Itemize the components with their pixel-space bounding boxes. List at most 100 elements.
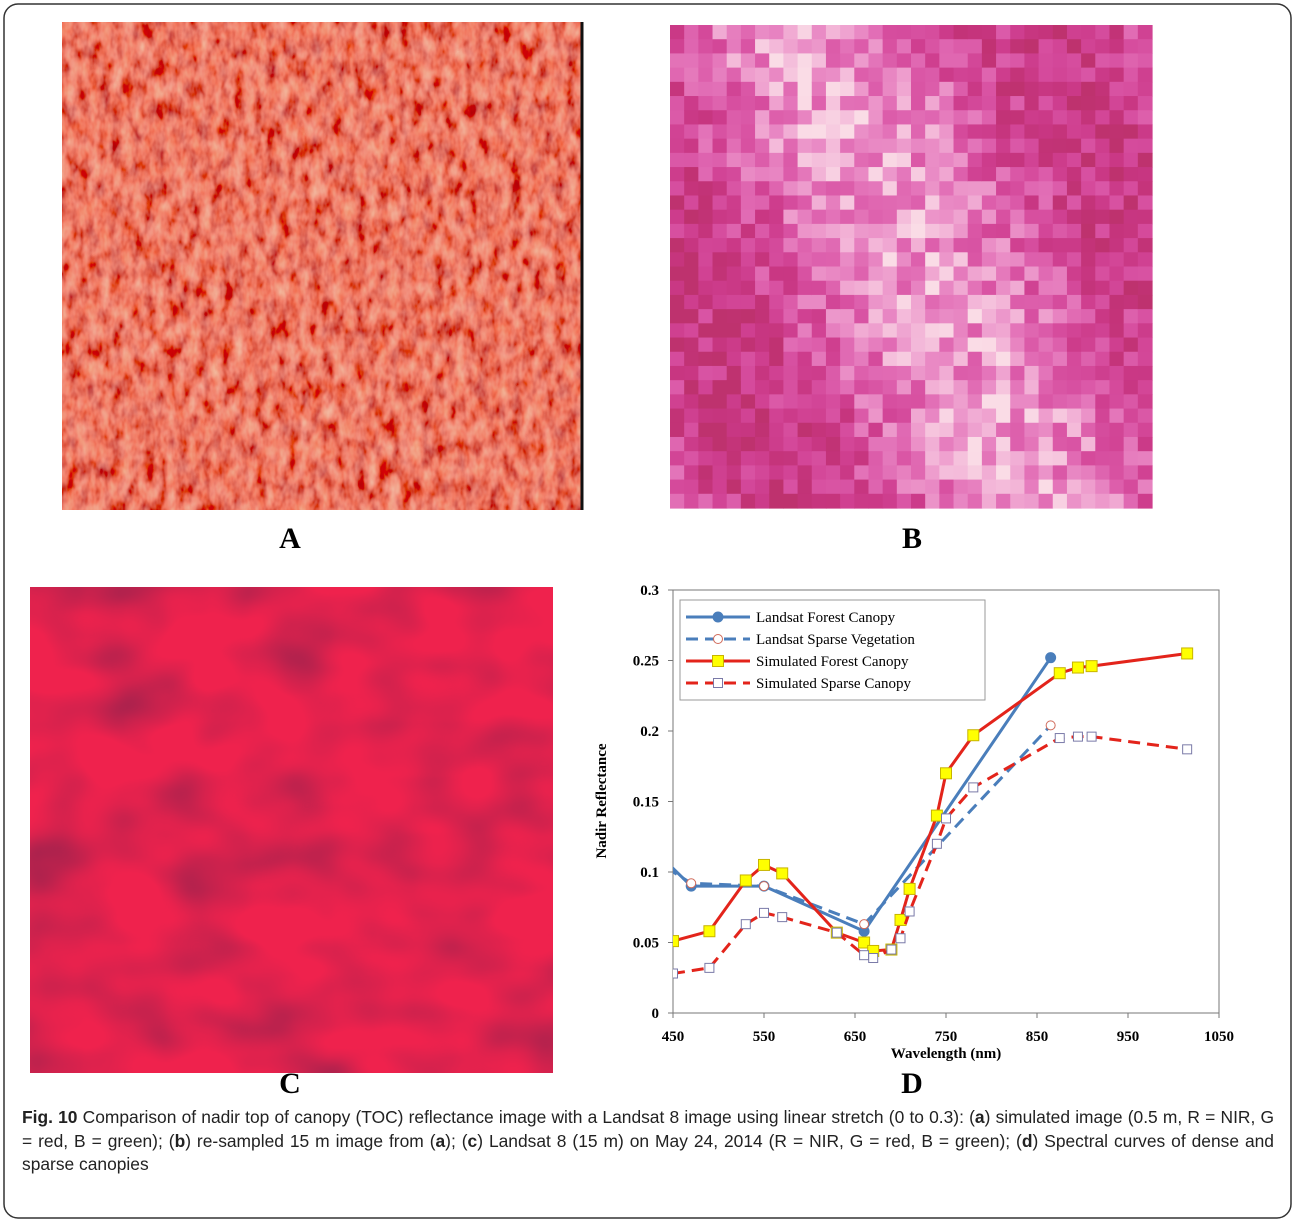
pixel [670, 408, 685, 424]
pixel [967, 323, 983, 339]
pixel [1052, 25, 1068, 40]
pixel [996, 81, 1011, 97]
pixel [1109, 152, 1125, 168]
pixel [882, 280, 898, 296]
pixel [684, 223, 699, 239]
pixel [911, 238, 926, 253]
pixel [797, 39, 813, 55]
pixel [698, 209, 714, 225]
y-tick-label: 0.15 [633, 795, 659, 811]
marker [1086, 731, 1097, 742]
pixel [896, 238, 912, 253]
pixel [1081, 323, 1096, 339]
pixel [925, 252, 940, 268]
pixel [1052, 365, 1068, 381]
marker [941, 813, 951, 824]
pixel [1109, 209, 1125, 225]
pixel [811, 223, 827, 239]
pixel [939, 110, 955, 126]
pixel [967, 365, 983, 381]
pixel [1038, 465, 1054, 481]
pixel [996, 394, 1011, 410]
pixel [939, 294, 955, 310]
pixel [1010, 167, 1026, 182]
pixel [1095, 81, 1111, 97]
marker [713, 678, 723, 688]
pixel [882, 67, 898, 83]
pixel [1024, 195, 1040, 211]
pixel [840, 394, 855, 410]
pixel [1123, 479, 1139, 495]
pixel [868, 337, 884, 353]
pixel [825, 365, 841, 381]
pixel [939, 124, 955, 140]
pixel [939, 181, 955, 197]
pixel [896, 294, 912, 310]
pixel [967, 493, 983, 509]
pixel [1123, 493, 1139, 509]
pixel [797, 167, 813, 182]
pixel [840, 223, 855, 239]
x-tick-label: 850 [1026, 1029, 1049, 1045]
pixel [981, 479, 997, 495]
pixel [1095, 181, 1111, 197]
pixel [1137, 436, 1153, 452]
pixel [698, 408, 714, 424]
pixel [953, 110, 969, 126]
pixel [1095, 479, 1111, 495]
pixel [996, 280, 1011, 296]
marker [895, 933, 906, 944]
pixel [1109, 266, 1125, 282]
pixel [1081, 380, 1096, 395]
pixel [698, 124, 714, 140]
pixel [1109, 223, 1125, 239]
pixel [1024, 138, 1040, 154]
pixel [854, 152, 870, 168]
pixel [1081, 96, 1096, 111]
pixel [939, 39, 955, 55]
pixel [740, 238, 756, 253]
pixel [783, 337, 799, 353]
pixel [1010, 209, 1026, 225]
pixel [1137, 81, 1153, 97]
pixel [967, 351, 983, 367]
pixel [1081, 181, 1096, 197]
pixel [1123, 422, 1139, 438]
pixel [1038, 124, 1054, 140]
pixel [854, 209, 870, 225]
pixel [1010, 451, 1026, 466]
pixel [684, 408, 699, 424]
pixel [783, 138, 799, 154]
pixel [967, 451, 983, 466]
pixel [1137, 337, 1153, 353]
pixel [896, 152, 912, 168]
pixel [811, 252, 827, 268]
pixel [911, 451, 926, 466]
pixel [1109, 280, 1125, 296]
pixel [981, 195, 997, 211]
pixel [854, 252, 870, 268]
pixel [840, 365, 855, 381]
pixel [698, 67, 714, 83]
pixel [698, 394, 714, 410]
pixel [1052, 223, 1068, 239]
pixel [825, 223, 841, 239]
pixel [684, 380, 699, 395]
pixel [1038, 309, 1054, 324]
pixel [1081, 209, 1096, 225]
pixel [1137, 53, 1153, 69]
pixel [811, 25, 827, 40]
pixel [854, 238, 870, 253]
pixel [825, 195, 841, 211]
pixel [755, 67, 770, 83]
pixel [868, 351, 884, 367]
pixel [1038, 479, 1054, 495]
pixel [726, 110, 742, 126]
pixel [939, 195, 955, 211]
marker [1071, 661, 1084, 674]
pixel [1066, 167, 1082, 182]
pixel [868, 323, 884, 339]
pixel [868, 294, 884, 310]
pixel [740, 323, 756, 339]
pixel [996, 479, 1011, 495]
